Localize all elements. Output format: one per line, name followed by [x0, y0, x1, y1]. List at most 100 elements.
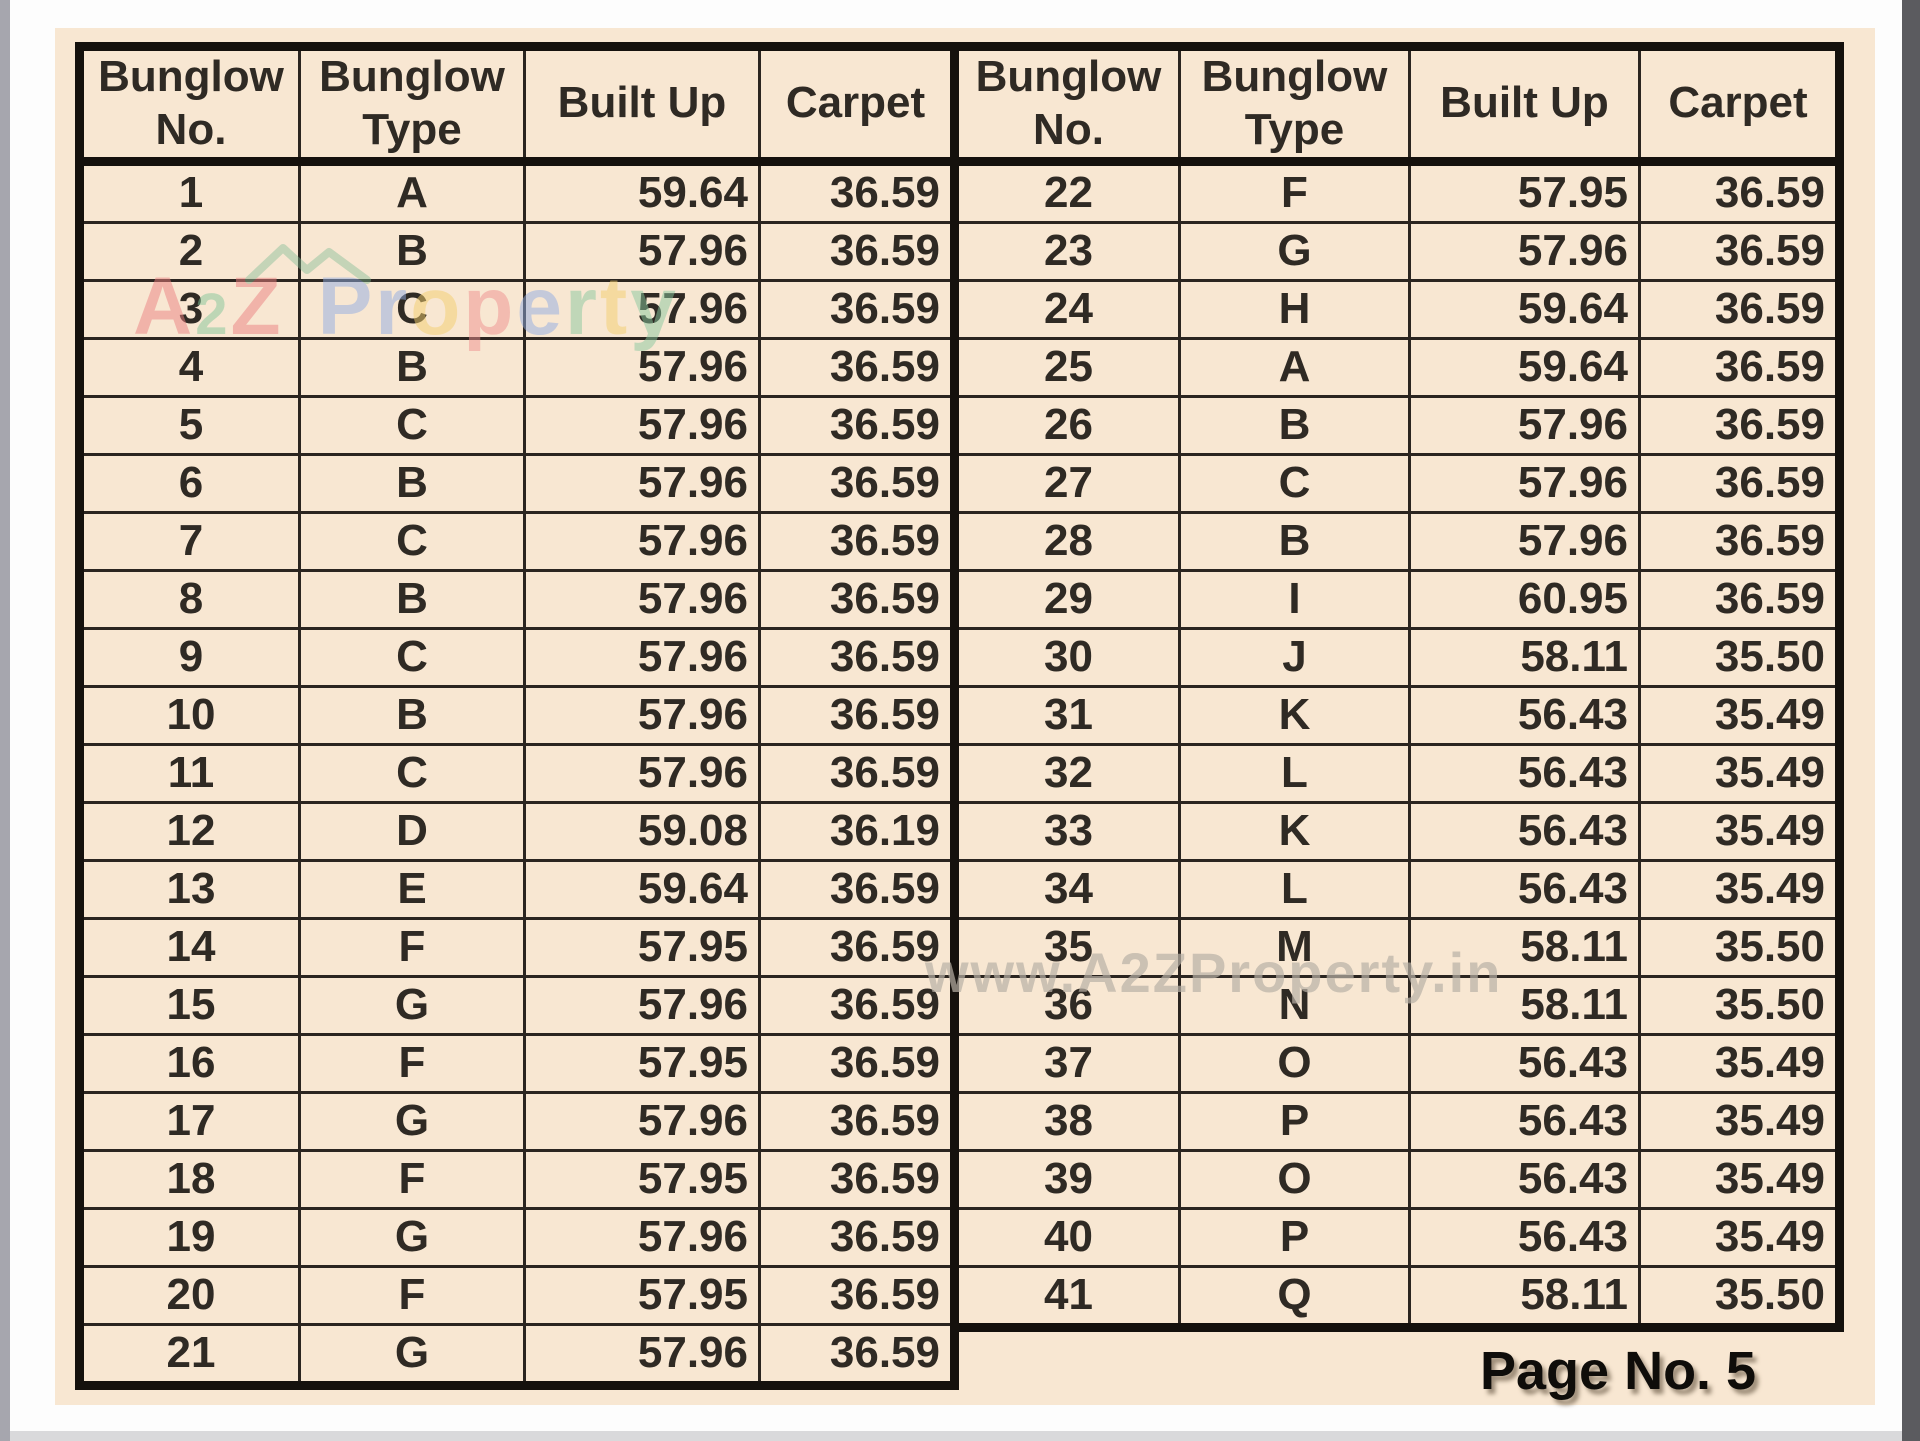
table-row: 20 F 57.95 36.59 — [78, 1264, 956, 1326]
cell-carpet: 36.59 — [758, 1264, 956, 1326]
cell-built-up: 57.96 — [523, 1090, 761, 1152]
cell-built-up: 57.96 — [523, 974, 761, 1036]
cell-carpet: 35.50 — [1638, 626, 1841, 688]
cell-carpet: 36.59 — [758, 568, 956, 630]
table-row: 32 L 56.43 35.49 — [953, 742, 1841, 804]
cell-carpet: 36.59 — [1638, 278, 1841, 340]
header-bunglow-no: Bunglow No. — [953, 45, 1181, 166]
cell-bunglow-type: F — [298, 1032, 526, 1094]
cell-bunglow-type: B — [298, 336, 526, 398]
vertical-scrollbar[interactable] — [1902, 0, 1920, 1441]
cell-bunglow-no: 30 — [953, 626, 1181, 688]
cell-built-up: 57.96 — [523, 684, 761, 746]
cell-built-up: 57.95 — [523, 1264, 761, 1326]
cell-carpet: 36.59 — [1638, 394, 1841, 456]
cell-bunglow-type: O — [1178, 1148, 1411, 1210]
cell-bunglow-no: 9 — [78, 626, 301, 688]
cell-carpet: 36.59 — [758, 1322, 956, 1387]
table-row: 14 F 57.95 36.59 — [78, 916, 956, 978]
cell-bunglow-no: 23 — [953, 220, 1181, 282]
cell-bunglow-no: 12 — [78, 800, 301, 862]
cell-built-up: 57.96 — [1408, 394, 1641, 456]
table-row: 41 Q 58.11 35.50 — [953, 1264, 1841, 1329]
cell-bunglow-no: 26 — [953, 394, 1181, 456]
table-row: 13 E 59.64 36.59 — [78, 858, 956, 920]
cell-bunglow-type: C — [298, 278, 526, 340]
cell-built-up: 56.43 — [1408, 1148, 1641, 1210]
cell-bunglow-type: B — [1178, 394, 1411, 456]
cell-bunglow-no: 35 — [953, 916, 1181, 978]
cell-built-up: 57.96 — [523, 742, 761, 804]
cell-bunglow-no: 21 — [78, 1322, 301, 1387]
cell-carpet: 35.49 — [1638, 1148, 1841, 1210]
table-row: 27 C 57.96 36.59 — [953, 452, 1841, 514]
cell-bunglow-no: 7 — [78, 510, 301, 572]
cell-built-up: 58.11 — [1408, 974, 1641, 1036]
cell-built-up: 57.96 — [523, 568, 761, 630]
cell-built-up: 57.95 — [523, 916, 761, 978]
table-row: 8 B 57.96 36.59 — [78, 568, 956, 630]
cell-bunglow-no: 10 — [78, 684, 301, 746]
cell-bunglow-type: N — [1178, 974, 1411, 1036]
header-carpet: Carpet — [758, 45, 956, 166]
cell-bunglow-type: G — [298, 1090, 526, 1152]
cell-bunglow-no: 16 — [78, 1032, 301, 1094]
cell-carpet: 36.59 — [758, 394, 956, 456]
cell-bunglow-type: B — [298, 220, 526, 282]
cell-bunglow-type: G — [1178, 220, 1411, 282]
table-row: 36 N 58.11 35.50 — [953, 974, 1841, 1036]
cell-bunglow-type: D — [298, 800, 526, 862]
cell-carpet: 35.50 — [1638, 1264, 1841, 1329]
window-bottom-bar — [10, 1431, 1902, 1441]
cell-carpet: 36.59 — [1638, 568, 1841, 630]
cell-bunglow-type: C — [298, 510, 526, 572]
cell-built-up: 58.11 — [1408, 626, 1641, 688]
cell-carpet: 36.59 — [758, 858, 956, 920]
cell-built-up: 59.08 — [523, 800, 761, 862]
bunglow-table-left: Bunglow No. Bunglow Type Built Up Carpet 1… — [75, 42, 959, 1390]
cell-carpet: 36.59 — [758, 684, 956, 746]
header-built-up: Built Up — [1408, 45, 1641, 166]
cell-bunglow-type: G — [298, 1322, 526, 1387]
cell-built-up: 57.95 — [523, 1032, 761, 1094]
cell-carpet: 35.49 — [1638, 684, 1841, 746]
cell-carpet: 36.59 — [758, 742, 956, 804]
cell-bunglow-no: 15 — [78, 974, 301, 1036]
table-row: 29 I 60.95 36.59 — [953, 568, 1841, 630]
cell-built-up: 57.96 — [523, 394, 761, 456]
cell-built-up: 57.95 — [523, 1148, 761, 1210]
bunglow-table-right: Bunglow No. Bunglow Type Built Up Carpet 2… — [950, 42, 1844, 1332]
cell-built-up: 57.96 — [523, 626, 761, 688]
document-page: Bunglow No. Bunglow Type Built Up Carpet 1… — [55, 28, 1875, 1405]
table-row: 25 A 59.64 36.59 — [953, 336, 1841, 398]
cell-bunglow-no: 11 — [78, 742, 301, 804]
cell-bunglow-no: 29 — [953, 568, 1181, 630]
cell-bunglow-no: 27 — [953, 452, 1181, 514]
table-row: 38 P 56.43 35.49 — [953, 1090, 1841, 1152]
cell-built-up: 56.43 — [1408, 742, 1641, 804]
cell-bunglow-type: M — [1178, 916, 1411, 978]
cell-bunglow-no: 32 — [953, 742, 1181, 804]
cell-bunglow-no: 18 — [78, 1148, 301, 1210]
cell-bunglow-no: 17 — [78, 1090, 301, 1152]
table-row: 3 C 57.96 36.59 — [78, 278, 956, 340]
table-row: 21 G 57.96 36.59 — [78, 1322, 956, 1387]
cell-carpet: 36.59 — [758, 336, 956, 398]
cell-bunglow-no: 25 — [953, 336, 1181, 398]
cell-bunglow-type: A — [1178, 336, 1411, 398]
header-carpet: Carpet — [1638, 45, 1841, 166]
window-left-edge — [0, 0, 10, 1441]
cell-bunglow-type: F — [1178, 159, 1411, 224]
header-row: Bunglow No. Bunglow Type Built Up Carpet — [78, 45, 956, 166]
cell-built-up: 56.43 — [1408, 684, 1641, 746]
cell-built-up: 56.43 — [1408, 800, 1641, 862]
cell-carpet: 36.59 — [758, 510, 956, 572]
cell-bunglow-no: 38 — [953, 1090, 1181, 1152]
cell-bunglow-type: G — [298, 974, 526, 1036]
table-row: 9 C 57.96 36.59 — [78, 626, 956, 688]
cell-bunglow-type: K — [1178, 800, 1411, 862]
cell-bunglow-type: G — [298, 1206, 526, 1268]
cell-built-up: 57.96 — [523, 510, 761, 572]
cell-built-up: 57.96 — [1408, 510, 1641, 572]
cell-bunglow-no: 4 — [78, 336, 301, 398]
